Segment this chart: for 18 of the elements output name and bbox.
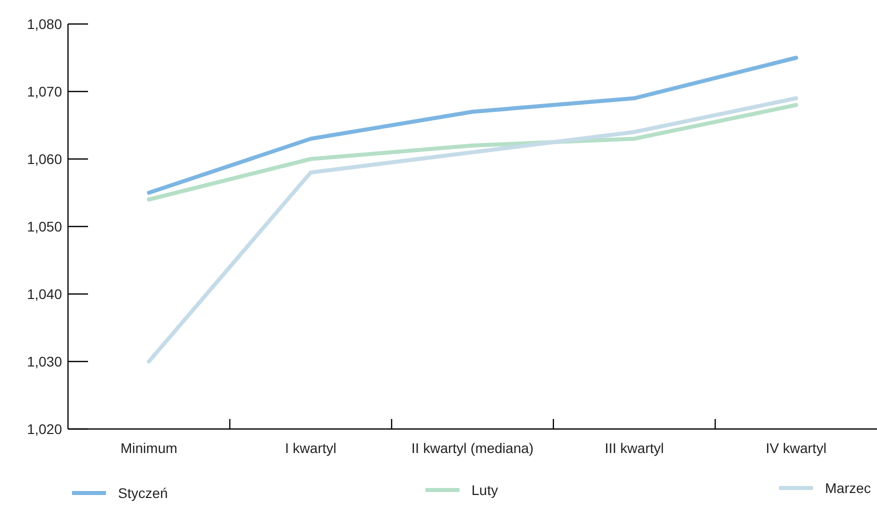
y-tick-label: 1,030 [26, 353, 62, 370]
x-tick-label: II kwartyl (mediana) [411, 440, 534, 456]
y-tick-label: 1,060 [26, 150, 62, 167]
line-series [146, 96, 798, 364]
line-series [146, 103, 798, 202]
legend-label: Marzec [825, 480, 871, 496]
x-tick-label: Minimum [120, 440, 178, 456]
x-tick-label: I kwartyl [285, 440, 336, 456]
y-tick-label: 1,070 [26, 83, 62, 100]
x-tick-label: IV kwartyl [766, 440, 826, 456]
x-tick-label: III kwartyl [604, 440, 664, 456]
legend-label: Styczeń [118, 485, 168, 501]
y-tick-label: 1,050 [26, 218, 62, 234]
y-tick-label: 1,020 [26, 420, 62, 437]
y-tick-label: 1,080 [26, 16, 62, 32]
y-tick-label: 1,040 [26, 286, 62, 302]
line-series [146, 56, 798, 195]
legend-label: Luty [472, 482, 498, 498]
